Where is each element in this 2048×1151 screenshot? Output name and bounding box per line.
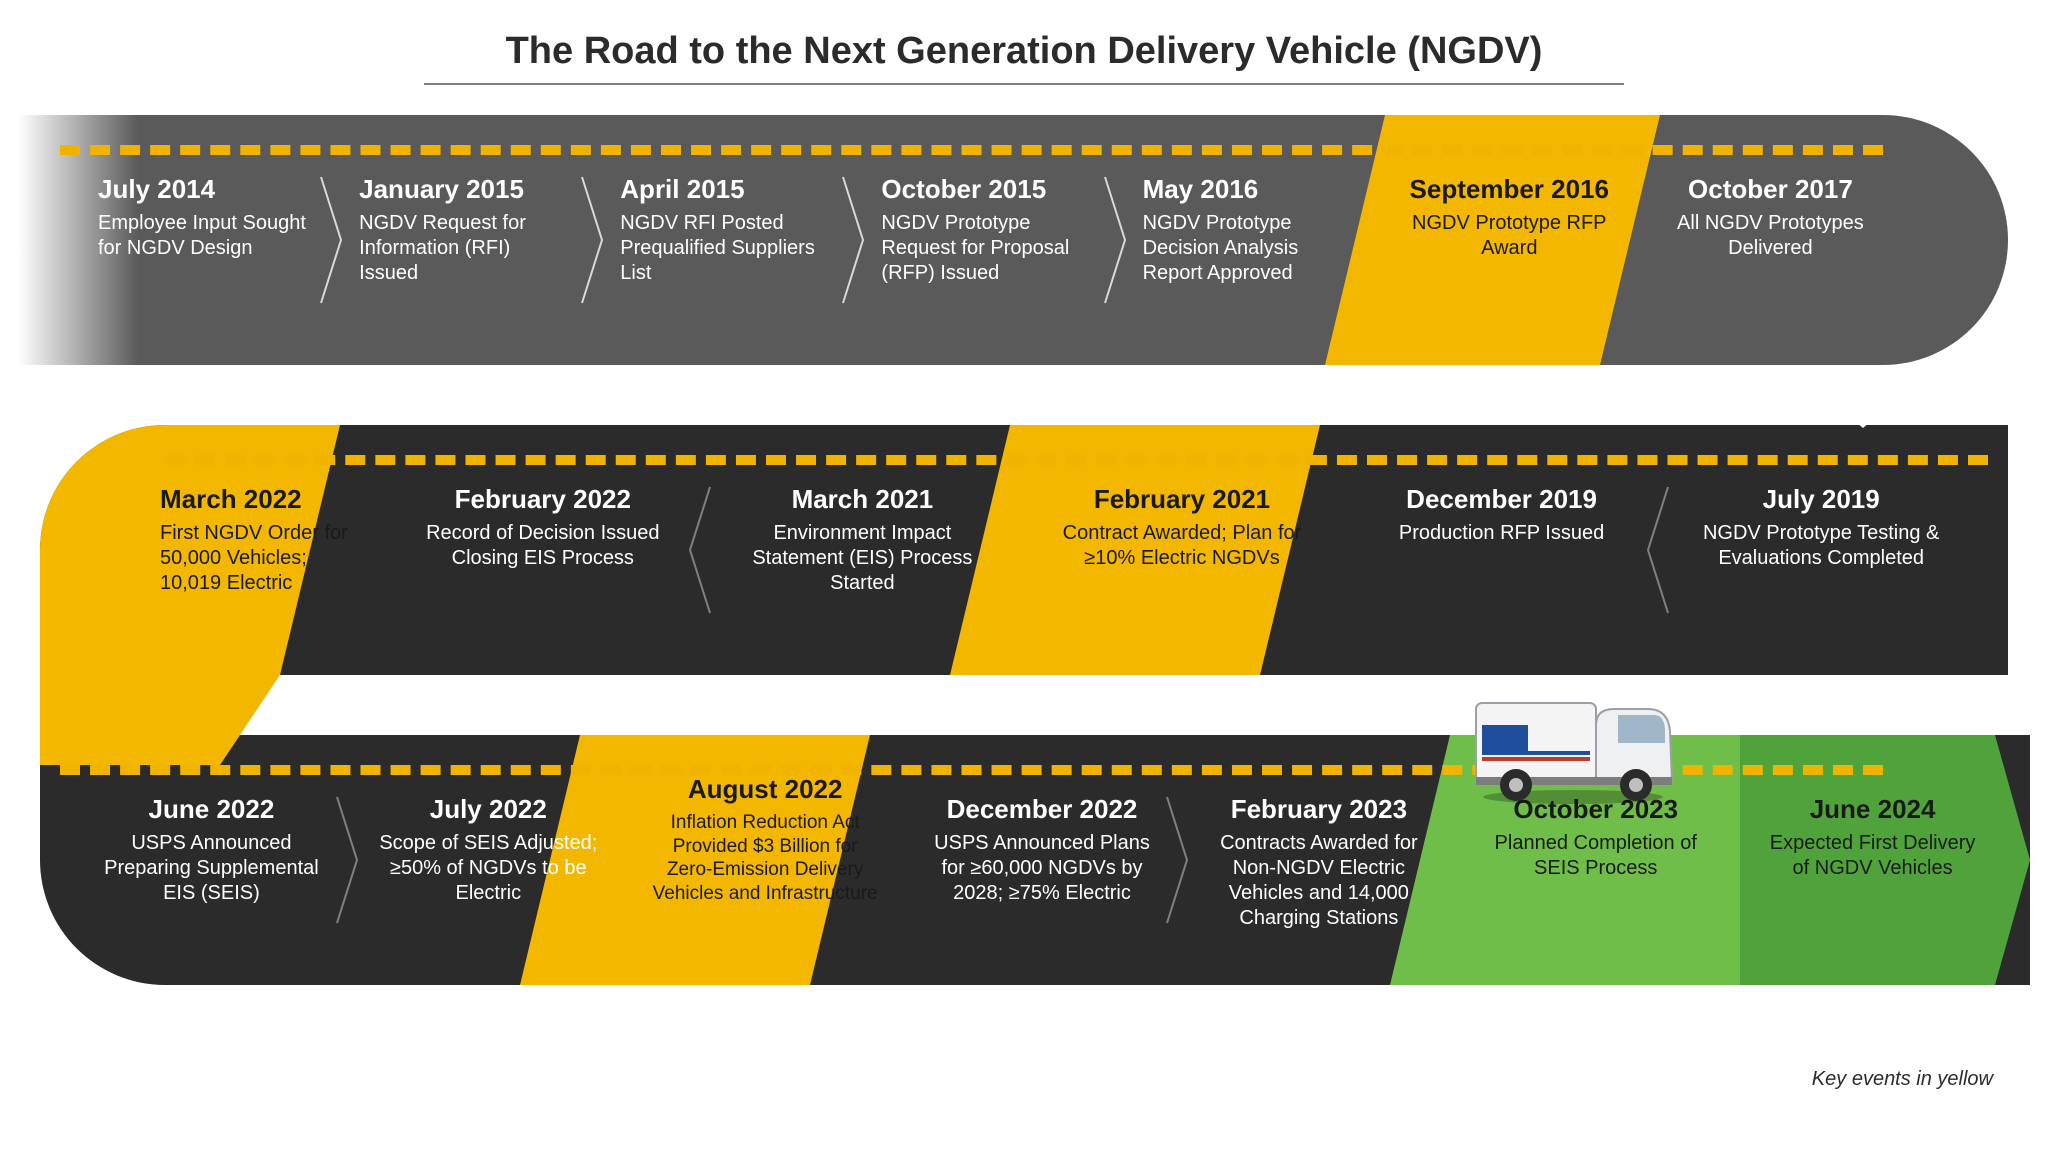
timeline-row-1: July 2014 Employee Input Sought for NGDV…: [40, 115, 2008, 365]
event-desc: Environment Impact Statement (EIS) Proce…: [728, 521, 998, 596]
timeline-row-3: June 2022 USPS Announced Preparing Suppl…: [40, 735, 2008, 985]
page-title: The Road to the Next Generation Delivery…: [0, 0, 2048, 83]
event-desc: Employee Input Sought for NGDV Design: [98, 211, 309, 261]
event-date: July 2014: [98, 175, 309, 205]
event-jan-2015: January 2015 NGDV Request for Informatio…: [331, 115, 592, 365]
event-date: October 2017: [1688, 175, 1853, 205]
event-desc: USPS Announced Preparing Supplemental EI…: [98, 831, 325, 906]
event-desc: NGDV RFI Posted Prequalified Suppliers L…: [620, 211, 831, 286]
event-dec-2022: December 2022 USPS Announced Plans for ≥…: [901, 735, 1178, 985]
event-date: June 2022: [149, 795, 275, 825]
event-dec-2019: December 2019 Production RFP Issued: [1339, 425, 1659, 675]
event-desc: First NGDV Order for 50,000 Vehicles; 10…: [160, 521, 358, 596]
event-desc: Contract Awarded; Plan for ≥10% Electric…: [1047, 521, 1317, 571]
event-desc: Contracts Awarded for Non-NGDV Electric …: [1205, 831, 1432, 931]
event-mar-2022: March 2022 First NGDV Order for 50,000 V…: [150, 425, 380, 675]
mail-truck-icon: [1468, 685, 1678, 805]
event-date: February 2021: [1094, 485, 1270, 515]
event-date: May 2016: [1143, 175, 1354, 205]
event-desc: Planned Completion of SEIS Process: [1482, 831, 1709, 881]
event-desc: Expected First Delivery of NGDV Vehicles: [1759, 831, 1986, 881]
event-date: January 2015: [359, 175, 570, 205]
event-oct-2015: October 2015 NGDV Prototype Request for …: [853, 115, 1114, 365]
row-2-cells: March 2022 First NGDV Order for 50,000 V…: [150, 425, 1978, 675]
event-feb-2021: February 2021 Contract Awarded; Plan for…: [1019, 425, 1339, 675]
event-feb-2022: February 2022 Record of Decision Issued …: [380, 425, 700, 675]
event-desc: NGDV Request for Information (RFI) Issue…: [359, 211, 570, 286]
event-desc: NGDV Prototype Decision Analysis Report …: [1143, 211, 1354, 286]
event-date: August 2022: [688, 775, 843, 805]
timeline-canvas: July 2014 Employee Input Sought for NGDV…: [0, 115, 2048, 1115]
event-jul-2019: July 2019 NGDV Prototype Testing & Evalu…: [1658, 425, 1978, 675]
event-date: December 2019: [1406, 485, 1597, 515]
event-date: October 2015: [881, 175, 1092, 205]
event-date: March 2021: [792, 485, 934, 515]
event-desc: Production RFP Issued: [1399, 521, 1604, 546]
timeline-row-2: March 2022 First NGDV Order for 50,000 V…: [40, 425, 2008, 675]
event-desc: NGDV Prototype Testing & Evaluations Com…: [1686, 521, 1956, 571]
event-date: July 2022: [430, 795, 547, 825]
row-3-cells: June 2022 USPS Announced Preparing Suppl…: [70, 735, 2008, 985]
event-date: March 2022: [160, 485, 358, 515]
event-date: July 2019: [1763, 485, 1880, 515]
title-underline: [424, 83, 1624, 85]
event-date: June 2024: [1810, 795, 1936, 825]
row-1-cells: July 2014 Employee Input Sought for NGDV…: [70, 115, 1898, 365]
event-date: September 2016: [1410, 175, 1609, 205]
event-date: February 2023: [1231, 795, 1407, 825]
event-mar-2021: March 2021 Environment Impact Statement …: [700, 425, 1020, 675]
event-jun-2022: June 2022 USPS Announced Preparing Suppl…: [70, 735, 347, 985]
event-desc: Scope of SEIS Adjusted; ≥50% of NGDVs to…: [375, 831, 602, 906]
event-jul-2022: July 2022 Scope of SEIS Adjusted; ≥50% o…: [347, 735, 624, 985]
event-apr-2015: April 2015 NGDV RFI Posted Prequalified …: [592, 115, 853, 365]
event-desc: USPS Announced Plans for ≥60,000 NGDVs b…: [929, 831, 1156, 906]
event-desc: NGDV Prototype RFP Award: [1404, 211, 1615, 261]
event-jun-2024: June 2024 Expected First Delivery of NGD…: [1731, 735, 2008, 985]
event-oct-2017: October 2017 All NGDV Prototypes Deliver…: [1637, 115, 1898, 365]
event-jul-2014: July 2014 Employee Input Sought for NGDV…: [70, 115, 331, 365]
event-aug-2022: August 2022 Inflation Reduction Act Prov…: [624, 735, 901, 985]
event-desc: Inflation Reduction Act Provided $3 Bill…: [652, 811, 879, 906]
event-date: December 2022: [947, 795, 1138, 825]
event-feb-2023: February 2023 Contracts Awarded for Non-…: [1177, 735, 1454, 985]
event-date: February 2022: [455, 485, 631, 515]
event-sep-2016: September 2016 NGDV Prototype RFP Award: [1376, 115, 1637, 365]
legend-text: Key events in yellow: [1812, 1068, 1993, 1091]
event-may-2016: May 2016 NGDV Prototype Decision Analysi…: [1115, 115, 1376, 365]
event-desc: Record of Decision Issued Closing EIS Pr…: [408, 521, 678, 571]
event-desc: All NGDV Prototypes Delivered: [1665, 211, 1876, 261]
event-date: April 2015: [620, 175, 831, 205]
event-desc: NGDV Prototype Request for Proposal (RFP…: [881, 211, 1092, 286]
